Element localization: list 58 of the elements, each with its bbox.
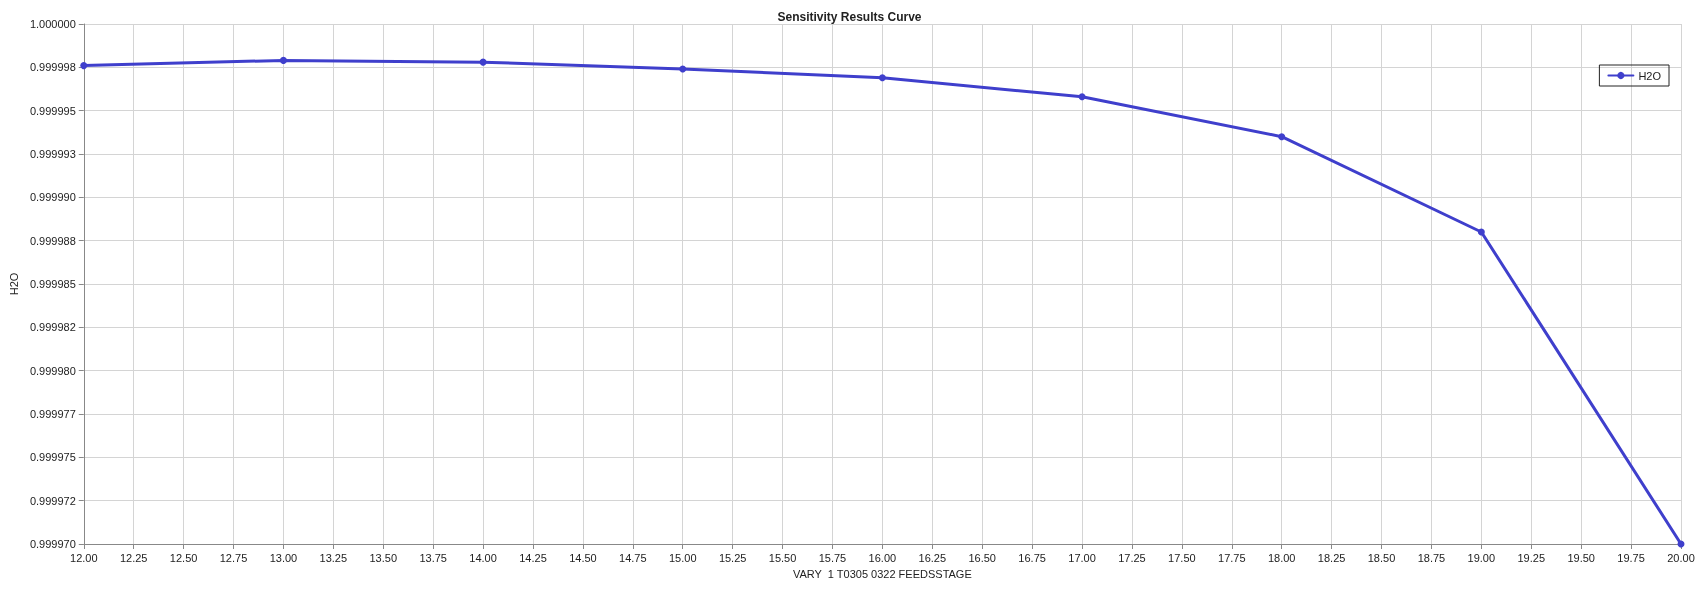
point	[1477, 228, 1485, 236]
x-tick-label: 19.25	[1517, 551, 1546, 564]
x-tick-label: 14.75	[619, 551, 647, 564]
y-tick-label: 0.999988	[29, 234, 76, 247]
point	[1278, 133, 1286, 141]
y-tick-label: 0.999970	[29, 538, 76, 550]
x-tick-label: 19.50	[1567, 551, 1595, 564]
x-tick-label: 15.75	[818, 551, 847, 564]
x-tick-label: 16.50	[968, 551, 996, 564]
x-axis-title: VARY 1 T0305 0322 FEEDSSTAGE	[793, 567, 972, 580]
chart-title: Sensitivity Results Curve	[777, 10, 922, 24]
x-tick-label: 17.00	[1068, 551, 1096, 564]
y-tick-label: 0.999977	[29, 408, 76, 420]
x-tick-label: 16.75	[1018, 551, 1046, 564]
x-tick-label: 19.75	[1617, 551, 1645, 564]
point	[80, 62, 88, 70]
x-tick-label: 16.00	[868, 551, 897, 564]
x-tick-label: 14.00	[469, 551, 497, 564]
y-tick-label: 0.999982	[29, 321, 76, 334]
x-tick-label: 13.00	[269, 551, 298, 564]
x-tick-label: 15.00	[668, 551, 697, 564]
x-tick-label: 18.50	[1367, 551, 1396, 564]
point	[679, 65, 687, 73]
x-tick-label: 13.25	[319, 551, 348, 564]
y-tick-label: 0.999998	[29, 61, 76, 74]
x-tick-label: 19.00	[1467, 551, 1496, 564]
y-tick-label: 0.999980	[29, 364, 76, 377]
x-tick-label: 12.50	[169, 551, 198, 564]
point	[1078, 93, 1086, 101]
y-tick-label: 0.999972	[29, 494, 76, 507]
x-tick-label: 18.75	[1417, 551, 1446, 564]
x-tick-label: 12.25	[119, 551, 148, 564]
x-tick-label: 17.75	[1218, 551, 1246, 564]
x-tick-label: 14.50	[569, 551, 597, 564]
x-tick-label: 17.25	[1118, 551, 1146, 564]
point	[878, 74, 886, 82]
x-tick-label: 14.25	[519, 551, 547, 564]
y-tick-label: 0.999993	[29, 148, 76, 160]
point	[279, 56, 287, 64]
point	[479, 58, 487, 66]
x-tick-label: 15.25	[718, 551, 747, 564]
x-tick-label: 12.00	[70, 551, 98, 564]
y-tick-label: 0.999985	[29, 278, 76, 290]
x-tick-label: 13.50	[369, 551, 398, 564]
x-tick-label: 12.75	[219, 551, 248, 564]
x-tick-label: 16.25	[918, 551, 947, 564]
y-axis-title: H2O	[7, 272, 20, 296]
x-tick-label: 17.50	[1168, 551, 1196, 564]
y-tick-label: 0.999975	[29, 451, 76, 464]
x-tick-label: 20.00	[1667, 551, 1695, 564]
x-tick-label: 18.00	[1267, 551, 1296, 564]
x-tick-label: 18.25	[1317, 551, 1346, 564]
x-tick-label: 15.50	[768, 551, 797, 564]
y-tick-label: 1.000000	[29, 18, 76, 30]
y-tick-label: 0.999990	[29, 191, 76, 204]
legend-label: H2O	[1638, 69, 1662, 82]
x-tick-label: 13.75	[419, 551, 447, 564]
y-tick-label: 0.999995	[29, 104, 76, 117]
